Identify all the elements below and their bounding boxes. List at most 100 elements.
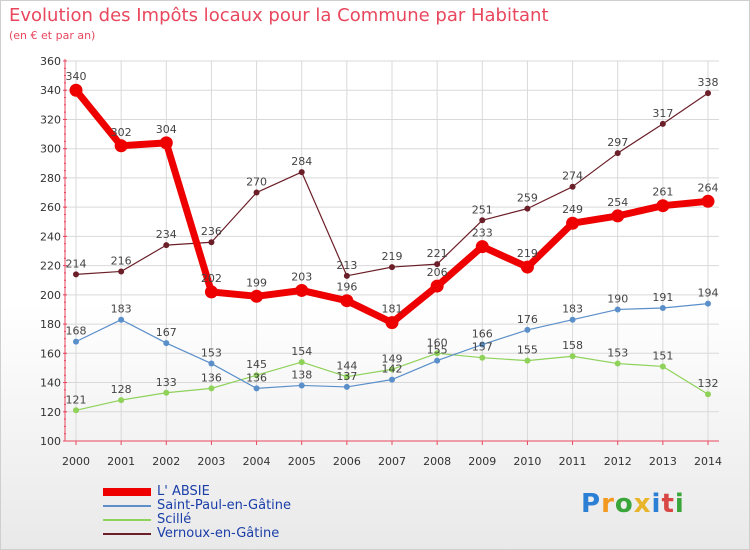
- legend-swatch-saint-paul: [103, 505, 151, 507]
- data-label-scill: 132: [698, 377, 719, 390]
- y-tick-label: 200: [40, 289, 61, 302]
- data-label-saint-paul-en-g-tine: 183: [111, 303, 132, 316]
- data-label-l-absie: 199: [246, 276, 267, 289]
- data-point-l-absie: [611, 209, 625, 223]
- y-tick-label: 300: [40, 143, 61, 156]
- data-label-l-absie: 202: [201, 272, 222, 285]
- data-label-vernoux-en-g-tine: 219: [382, 250, 403, 263]
- x-tick-label: 2002: [152, 455, 180, 468]
- data-label-scill: 157: [472, 341, 493, 354]
- data-label-l-absie: 264: [698, 181, 719, 194]
- data-label-saint-paul-en-g-tine: 194: [698, 287, 719, 300]
- data-point-saint-paul-en-g-tine: [569, 316, 576, 323]
- data-point-saint-paul-en-g-tine: [343, 383, 350, 390]
- data-label-scill: 136: [201, 371, 222, 384]
- data-label-vernoux-en-g-tine: 338: [698, 76, 719, 89]
- data-label-vernoux-en-g-tine: 274: [562, 170, 583, 183]
- data-label-saint-paul-en-g-tine: 153: [201, 347, 222, 360]
- data-point-scill: [208, 385, 215, 392]
- data-point-scill: [705, 391, 711, 398]
- data-point-l-absie: [159, 136, 173, 150]
- data-point-saint-paul-en-g-tine: [208, 360, 215, 367]
- data-point-vernoux-en-g-tine: [73, 271, 79, 278]
- data-label-l-absie: 340: [66, 70, 87, 83]
- x-tick-label: 2008: [423, 455, 451, 468]
- data-point-scill: [614, 360, 621, 367]
- x-tick-label: 2014: [694, 455, 722, 468]
- chart-title: Evolution des Impôts locaux pour la Comm…: [9, 5, 549, 26]
- data-point-scill: [434, 350, 441, 357]
- data-label-saint-paul-en-g-tine: 138: [291, 368, 312, 381]
- x-tick-label: 2013: [649, 455, 677, 468]
- data-point-vernoux-en-g-tine: [118, 268, 125, 275]
- data-label-saint-paul-en-g-tine: 168: [66, 325, 87, 338]
- data-label-l-absie: 206: [427, 266, 448, 279]
- data-label-saint-paul-en-g-tine: 155: [427, 344, 448, 357]
- logo-letter: r: [601, 489, 615, 519]
- data-point-l-absie: [520, 260, 534, 274]
- data-label-scill: 128: [111, 383, 132, 396]
- logo-letter: o: [614, 489, 634, 519]
- data-point-vernoux-en-g-tine: [569, 183, 576, 190]
- logo-letter: P: [581, 489, 602, 519]
- x-tick-label: 2003: [197, 455, 225, 468]
- data-point-l-absie: [701, 194, 715, 208]
- data-label-vernoux-en-g-tine: 216: [111, 254, 132, 267]
- data-label-vernoux-en-g-tine: 213: [336, 259, 357, 272]
- logo-letter: x: [633, 489, 652, 519]
- y-tick-label: 140: [40, 377, 61, 390]
- y-tick-label: 180: [40, 318, 61, 331]
- data-label-saint-paul-en-g-tine: 183: [562, 303, 583, 316]
- data-label-vernoux-en-g-tine: 236: [201, 225, 222, 238]
- data-label-l-absie: 302: [111, 126, 132, 139]
- data-point-l-absie: [385, 316, 399, 330]
- y-tick-label: 260: [40, 201, 61, 214]
- y-tick-label: 120: [40, 406, 61, 419]
- data-label-vernoux-en-g-tine: 221: [427, 247, 448, 260]
- data-point-scill: [73, 407, 79, 414]
- y-tick-label: 100: [40, 435, 61, 448]
- data-point-vernoux-en-g-tine: [659, 120, 666, 127]
- data-label-scill: 155: [517, 344, 538, 357]
- logo-letter: t: [661, 489, 675, 519]
- data-point-saint-paul-en-g-tine: [389, 376, 395, 383]
- data-label-vernoux-en-g-tine: 270: [246, 176, 267, 189]
- data-point-saint-paul-en-g-tine: [298, 382, 305, 389]
- data-point-vernoux-en-g-tine: [253, 189, 260, 196]
- data-point-l-absie: [295, 283, 309, 297]
- data-point-scill: [659, 363, 666, 370]
- data-label-vernoux-en-g-tine: 214: [66, 257, 87, 270]
- logo-letter: i: [674, 489, 685, 519]
- data-point-vernoux-en-g-tine: [705, 90, 711, 97]
- data-label-scill: 149: [382, 352, 403, 365]
- data-label-vernoux-en-g-tine: 284: [291, 155, 312, 168]
- data-point-scill: [524, 357, 531, 364]
- data-label-saint-paul-en-g-tine: 137: [336, 370, 357, 383]
- data-point-saint-paul-en-g-tine: [479, 341, 486, 348]
- data-point-saint-paul-en-g-tine: [73, 338, 79, 345]
- data-label-l-absie: 233: [472, 227, 493, 240]
- data-label-saint-paul-en-g-tine: 167: [156, 326, 177, 339]
- data-label-scill: 133: [156, 376, 177, 389]
- data-point-scill: [118, 397, 125, 404]
- series: [69, 83, 715, 414]
- data-point-l-absie: [69, 83, 83, 97]
- data-label-vernoux-en-g-tine: 297: [607, 136, 628, 149]
- legend-swatch-absie: [103, 488, 151, 496]
- y-tick-label: 340: [40, 84, 61, 97]
- data-point-saint-paul-en-g-tine: [163, 340, 170, 347]
- y-tick-label: 360: [40, 55, 61, 68]
- data-point-scill: [163, 389, 170, 396]
- legend-label-scille: Scillé: [157, 512, 192, 527]
- data-label-scill: 160: [427, 336, 448, 349]
- data-point-saint-paul-en-g-tine: [524, 326, 531, 333]
- x-tick-label: 2007: [378, 455, 406, 468]
- data-label-l-absie: 261: [652, 186, 673, 199]
- data-label-scill: 154: [291, 345, 312, 358]
- data-point-vernoux-en-g-tine: [524, 205, 531, 212]
- x-tick-label: 2011: [559, 455, 587, 468]
- data-label-scill: 145: [246, 358, 267, 371]
- x-tick-label: 2009: [468, 455, 496, 468]
- data-point-vernoux-en-g-tine: [343, 272, 350, 279]
